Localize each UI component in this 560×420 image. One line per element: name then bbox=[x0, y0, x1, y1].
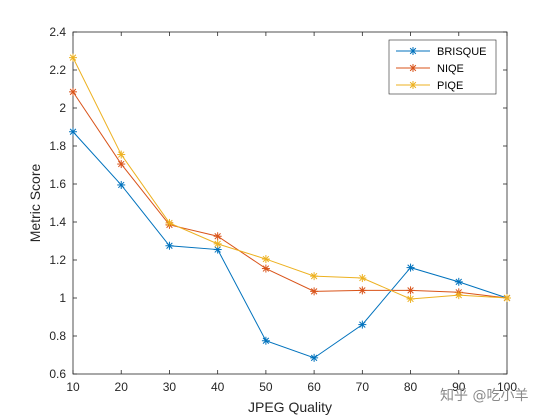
data-point-niqe bbox=[213, 232, 222, 241]
legend-label: PIQE bbox=[437, 80, 463, 92]
legend-marker bbox=[409, 81, 417, 89]
x-tick-label: 80 bbox=[404, 380, 418, 394]
legend-item-niqe: NIQE bbox=[396, 63, 464, 75]
series-line-niqe bbox=[72, 91, 508, 299]
legend-marker bbox=[409, 47, 417, 55]
data-point-brisque bbox=[454, 277, 463, 286]
data-point-brisque bbox=[406, 263, 415, 272]
data-point-piqe bbox=[165, 218, 174, 227]
data-point-niqe bbox=[69, 87, 77, 96]
data-point-brisque bbox=[261, 336, 270, 345]
x-tick-label: 30 bbox=[163, 380, 177, 394]
x-tick-label: 90 bbox=[452, 380, 466, 394]
x-tick-label: 50 bbox=[259, 380, 273, 394]
legend-label: NIQE bbox=[437, 63, 464, 75]
series-layer bbox=[69, 53, 511, 362]
legend-label: BRISQUE bbox=[437, 46, 487, 58]
y-tick-label: 1.6 bbox=[49, 177, 66, 191]
data-point-brisque bbox=[213, 245, 222, 254]
legend: BRISQUE NIQE PIQE bbox=[388, 39, 497, 95]
y-tick-label: 1.4 bbox=[49, 215, 66, 229]
data-point-piqe bbox=[261, 255, 270, 264]
axis-ticks: 10 20 30 40 50 60 70 80 90 100 0.6 0.8 1 1.2 1.4 1.6 1.8… bbox=[49, 25, 517, 394]
data-point-piqe bbox=[503, 294, 511, 302]
data-point-niqe bbox=[117, 160, 126, 169]
data-point-brisque bbox=[310, 353, 319, 362]
y-tick-label: 2 bbox=[59, 101, 66, 115]
x-tick-label: 20 bbox=[115, 380, 129, 394]
data-point-niqe bbox=[261, 264, 270, 273]
data-point-piqe bbox=[406, 294, 415, 303]
data-point-piqe bbox=[69, 53, 77, 62]
x-tick-label: 60 bbox=[307, 380, 321, 394]
x-tick-label: 10 bbox=[66, 380, 80, 394]
data-point-niqe bbox=[406, 286, 415, 295]
data-point-brisque bbox=[117, 180, 126, 189]
series-piqe bbox=[69, 53, 511, 303]
data-point-brisque bbox=[165, 241, 174, 250]
data-point-piqe bbox=[310, 272, 319, 281]
data-point-brisque bbox=[69, 127, 77, 136]
x-tick-label: 40 bbox=[211, 380, 225, 394]
series-brisque bbox=[69, 127, 511, 362]
data-point-niqe bbox=[358, 286, 367, 295]
legend-item-brisque: BRISQUE bbox=[396, 46, 487, 58]
x-tick-label: 70 bbox=[356, 380, 370, 394]
data-point-brisque bbox=[358, 320, 367, 329]
data-point-piqe bbox=[358, 274, 367, 283]
data-point-piqe bbox=[454, 291, 463, 300]
watermark: 知乎 @吃小羊 bbox=[440, 388, 529, 404]
legend-item-piqe: PIQE bbox=[396, 80, 463, 92]
y-tick-label: 2.4 bbox=[49, 25, 66, 39]
y-tick-label: 0.8 bbox=[49, 329, 66, 343]
series-line-piqe bbox=[72, 57, 508, 300]
y-tick-label: 1 bbox=[59, 291, 66, 305]
series-niqe bbox=[69, 87, 511, 302]
data-point-piqe bbox=[117, 150, 126, 159]
legend-marker bbox=[409, 64, 417, 72]
y-tick-label: 1.8 bbox=[49, 139, 66, 153]
data-point-niqe bbox=[310, 287, 319, 296]
x-axis-title: JPEG Quality bbox=[248, 399, 332, 415]
x-tick-label: 100 bbox=[497, 380, 517, 394]
data-point-piqe bbox=[213, 239, 222, 248]
y-axis-title: Metric Score bbox=[27, 164, 43, 243]
y-tick-label: 2.2 bbox=[49, 63, 66, 77]
series-line-brisque bbox=[72, 131, 508, 359]
y-tick-label: 1.2 bbox=[49, 253, 66, 267]
y-tick-label: 0.6 bbox=[49, 367, 66, 381]
